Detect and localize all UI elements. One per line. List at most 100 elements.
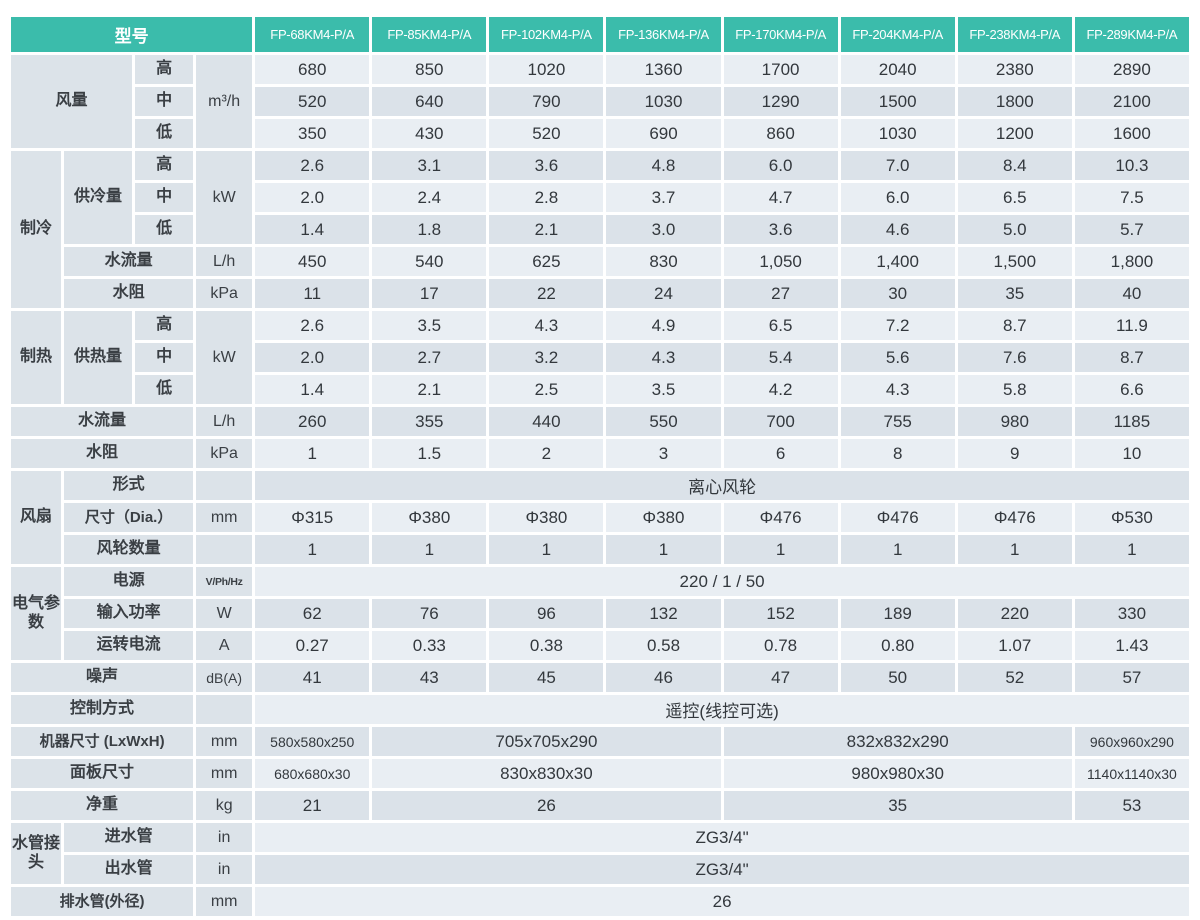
airflow-mid-value: 640	[369, 84, 490, 119]
label-cooling-capacity: 供冷量	[61, 148, 136, 247]
cooling-water-resist-value: 17	[369, 276, 490, 311]
heating-water-flow-value: 550	[603, 404, 724, 439]
table-row: 风量 高 m³/h 680 850 1020 1360 1700 2040 23…	[7, 52, 1193, 151]
label-level-high: 高	[132, 308, 197, 343]
airflow-mid-value: 1800	[954, 84, 1075, 119]
table-row: 低 350 430 520 690 860 1030 1200 1600	[10, 116, 1193, 151]
cooling-water-resist-value: 35	[954, 276, 1075, 311]
label-control-mode: 控制方式	[7, 692, 197, 727]
table-row: 制冷 供冷量 高 kW 2.6 3.1 3.6 4.8 6.0 7.0 8.4 …	[7, 148, 1193, 311]
heating-high-value: 4.3	[486, 308, 607, 343]
unit-size-value: 832x832x290	[720, 724, 1075, 759]
cooling-water-flow-value: 450	[252, 244, 373, 279]
heating-water-flow-value: 700	[720, 404, 841, 439]
label-power-supply: 电源	[61, 564, 197, 599]
airflow-mid-value: 2100	[1071, 84, 1193, 119]
net-weight-value: 53	[1071, 788, 1193, 823]
model-column-header: FP-102KM4-P/A	[486, 14, 607, 55]
unit-cooling-water-flow: L/h	[193, 244, 256, 279]
label-level-mid: 中	[132, 84, 197, 119]
control-mode-value: 遥控(线控可选)	[252, 692, 1192, 727]
label-outlet-pipe: 出水管	[61, 852, 197, 887]
unit-unit-size: mm	[193, 724, 256, 759]
cooling-water-resist-value: 40	[1071, 276, 1193, 311]
unit-running-current: A	[193, 628, 256, 663]
unit-heating-capacity: kW	[193, 308, 256, 407]
heating-high-value: 11.9	[1071, 308, 1193, 343]
cooling-water-resist-value: 24	[603, 276, 724, 311]
noise-value: 47	[720, 660, 841, 695]
label-level-low: 低	[132, 372, 197, 407]
heating-water-resist-value: 2	[486, 436, 607, 471]
model-column-header: FP-204KM4-P/A	[837, 14, 958, 55]
heating-water-resist-value: 9	[954, 436, 1075, 471]
cooling-low-value: 1.4	[252, 212, 373, 247]
outlet-pipe-value: ZG3/4"	[252, 852, 1192, 887]
cooling-water-resist-value: 30	[837, 276, 958, 311]
table-row: 机器尺寸 (LxWxH) mm 580x580x250 705x705x290 …	[7, 724, 1193, 759]
fan-count-value: 1	[486, 532, 607, 567]
heating-low-value: 2.5	[486, 372, 607, 407]
heating-mid-value: 5.4	[720, 340, 841, 375]
table-row: 风扇 形式 离心风轮	[7, 468, 1192, 567]
table-row: 控制方式 遥控(线控可选)	[7, 692, 1192, 727]
unit-airflow: m³/h	[193, 52, 256, 151]
heating-water-resist-value: 3	[603, 436, 724, 471]
table-row: 水流量 L/h 450 540 625 830 1,050 1,400 1,50…	[10, 244, 1193, 279]
table-row: 中 2.0 2.4 2.8 3.7 4.7 6.0 6.5 7.5	[10, 180, 1193, 215]
label-level-mid: 中	[132, 340, 197, 375]
running-current-value: 1.43	[1071, 628, 1193, 663]
cooling-high-value: 7.0	[837, 148, 958, 183]
heating-mid-value: 7.6	[954, 340, 1075, 375]
label-running-current: 运转电流	[61, 628, 197, 663]
model-header-label: 型号	[7, 14, 256, 55]
fan-count-value: 1	[1071, 532, 1193, 567]
airflow-high-value: 1360	[603, 52, 724, 87]
cooling-high-value: 2.6	[252, 148, 373, 183]
unit-size-value: 960x960x290	[1071, 724, 1193, 759]
heating-water-resist-value: 1	[252, 436, 373, 471]
label-heating-water-resist: 水阻	[7, 436, 197, 471]
unit-power-supply: V/Ph/Hz	[193, 564, 256, 599]
heating-water-flow-value: 755	[837, 404, 958, 439]
spec-table: 型号 FP-68KM4-P/A FP-85KM4-P/A FP-102KM4-P…	[7, 14, 1193, 919]
heating-water-resist-value: 1.5	[369, 436, 490, 471]
label-airflow: 风量	[7, 52, 136, 151]
fan-dia-value: Φ530	[1071, 500, 1193, 535]
table-row: 中 2.0 2.7 3.2 4.3 5.4 5.6 7.6 8.7	[10, 340, 1193, 375]
running-current-value: 0.78	[720, 628, 841, 663]
cooling-high-value: 6.0	[720, 148, 841, 183]
unit-control-mode	[193, 692, 256, 727]
heating-low-value: 6.6	[1071, 372, 1193, 407]
heating-low-value: 1.4	[252, 372, 373, 407]
table-row: 水流量 L/h 260 355 440 550 700 755 980 1185	[7, 404, 1193, 439]
heating-high-value: 8.7	[954, 308, 1075, 343]
table-row: 面板尺寸 mm 680x680x30 830x830x30 980x980x30…	[7, 756, 1193, 791]
heating-water-flow-value: 260	[252, 404, 373, 439]
table-row: 出水管 in ZG3/4"	[10, 852, 1192, 887]
input-power-value: 189	[837, 596, 958, 631]
heating-water-flow-value: 1185	[1071, 404, 1193, 439]
inlet-pipe-value: ZG3/4"	[252, 820, 1192, 855]
table-row: 低 1.4 2.1 2.5 3.5 4.2 4.3 5.8 6.6	[10, 372, 1193, 407]
airflow-low-value: 520	[486, 116, 607, 151]
unit-heating-water-flow: L/h	[193, 404, 256, 439]
table-row: 低 1.4 1.8 2.1 3.0 3.6 4.6 5.0 5.7	[10, 212, 1193, 247]
table-row: 风轮数量 1 1 1 1 1 1 1 1	[10, 532, 1193, 567]
drain-pipe-value: 26	[252, 884, 1192, 919]
heating-high-value: 2.6	[252, 308, 373, 343]
unit-net-weight: kg	[193, 788, 256, 823]
fan-count-value: 1	[720, 532, 841, 567]
table-row: 水阻 kPa 11 17 22 24 27 30 35 40	[10, 276, 1193, 311]
airflow-low-value: 690	[603, 116, 724, 151]
label-net-weight: 净重	[7, 788, 197, 823]
unit-inlet-pipe: in	[193, 820, 256, 855]
heating-water-resist-value: 8	[837, 436, 958, 471]
table-row: 噪声 dB(A) 41 43 45 46 47 50 52 57	[7, 660, 1193, 695]
airflow-high-value: 1700	[720, 52, 841, 87]
cooling-low-value: 5.7	[1071, 212, 1193, 247]
unit-input-power: W	[193, 596, 256, 631]
unit-outlet-pipe: in	[193, 852, 256, 887]
model-column-header: FP-68KM4-P/A	[252, 14, 373, 55]
fan-dia-value: Φ380	[369, 500, 490, 535]
